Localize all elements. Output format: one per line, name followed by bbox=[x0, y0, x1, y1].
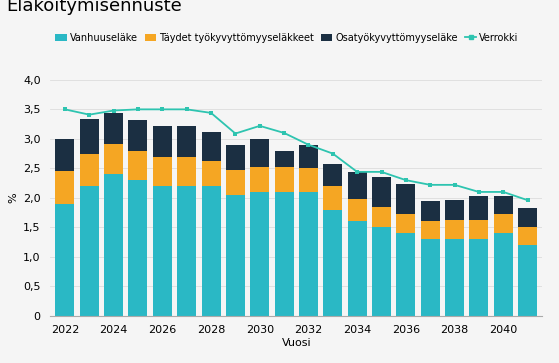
Bar bbox=[55, 139, 74, 171]
Bar bbox=[470, 196, 489, 220]
Bar bbox=[372, 177, 391, 207]
Bar bbox=[348, 172, 367, 199]
Bar bbox=[323, 186, 342, 209]
Bar bbox=[323, 209, 342, 316]
Bar bbox=[518, 245, 537, 316]
Bar bbox=[421, 239, 440, 316]
Bar bbox=[494, 233, 513, 316]
Text: Eläköitymisennuste: Eläköitymisennuste bbox=[6, 0, 182, 15]
Bar bbox=[202, 132, 221, 161]
Bar bbox=[129, 180, 148, 316]
Bar bbox=[518, 227, 537, 245]
Bar bbox=[153, 126, 172, 156]
Bar bbox=[177, 156, 196, 186]
Bar bbox=[177, 186, 196, 316]
Bar bbox=[80, 119, 99, 154]
Bar bbox=[299, 168, 318, 192]
Bar bbox=[518, 208, 537, 227]
Bar bbox=[55, 204, 74, 316]
Bar bbox=[80, 154, 99, 186]
Bar bbox=[372, 227, 391, 316]
Y-axis label: %: % bbox=[9, 192, 19, 203]
Bar bbox=[129, 151, 148, 180]
Bar bbox=[299, 192, 318, 316]
Bar bbox=[226, 170, 245, 195]
Bar bbox=[445, 220, 464, 239]
X-axis label: Vuosi: Vuosi bbox=[282, 338, 311, 348]
Bar bbox=[494, 196, 513, 214]
Bar bbox=[348, 221, 367, 316]
Bar bbox=[396, 233, 415, 316]
Bar bbox=[104, 113, 123, 144]
Bar bbox=[202, 161, 221, 186]
Bar bbox=[372, 207, 391, 227]
Bar bbox=[226, 195, 245, 316]
Bar bbox=[348, 199, 367, 221]
Bar bbox=[153, 186, 172, 316]
Bar bbox=[445, 239, 464, 316]
Bar bbox=[396, 184, 415, 214]
Bar bbox=[470, 220, 489, 239]
Bar bbox=[445, 200, 464, 220]
Bar bbox=[274, 151, 293, 167]
Bar bbox=[274, 192, 293, 316]
Bar bbox=[55, 171, 74, 204]
Bar bbox=[250, 167, 269, 192]
Legend: Vanhuuseläke, Täydet työkyvyttömyyseläkkeet, Osatyökyvyttömyyseläke, Verrokki: Vanhuuseläke, Täydet työkyvyttömyyseläkk… bbox=[55, 33, 519, 43]
Bar bbox=[421, 201, 440, 221]
Bar bbox=[250, 192, 269, 316]
Bar bbox=[274, 167, 293, 192]
Bar bbox=[80, 186, 99, 316]
Bar bbox=[396, 214, 415, 233]
Bar bbox=[202, 186, 221, 316]
Bar bbox=[494, 214, 513, 233]
Bar bbox=[226, 145, 245, 170]
Bar bbox=[104, 174, 123, 316]
Bar bbox=[323, 164, 342, 186]
Bar bbox=[129, 120, 148, 151]
Bar bbox=[421, 221, 440, 239]
Bar bbox=[177, 126, 196, 156]
Bar bbox=[250, 139, 269, 167]
Bar bbox=[299, 145, 318, 168]
Bar bbox=[104, 144, 123, 174]
Bar bbox=[470, 239, 489, 316]
Bar bbox=[153, 156, 172, 186]
